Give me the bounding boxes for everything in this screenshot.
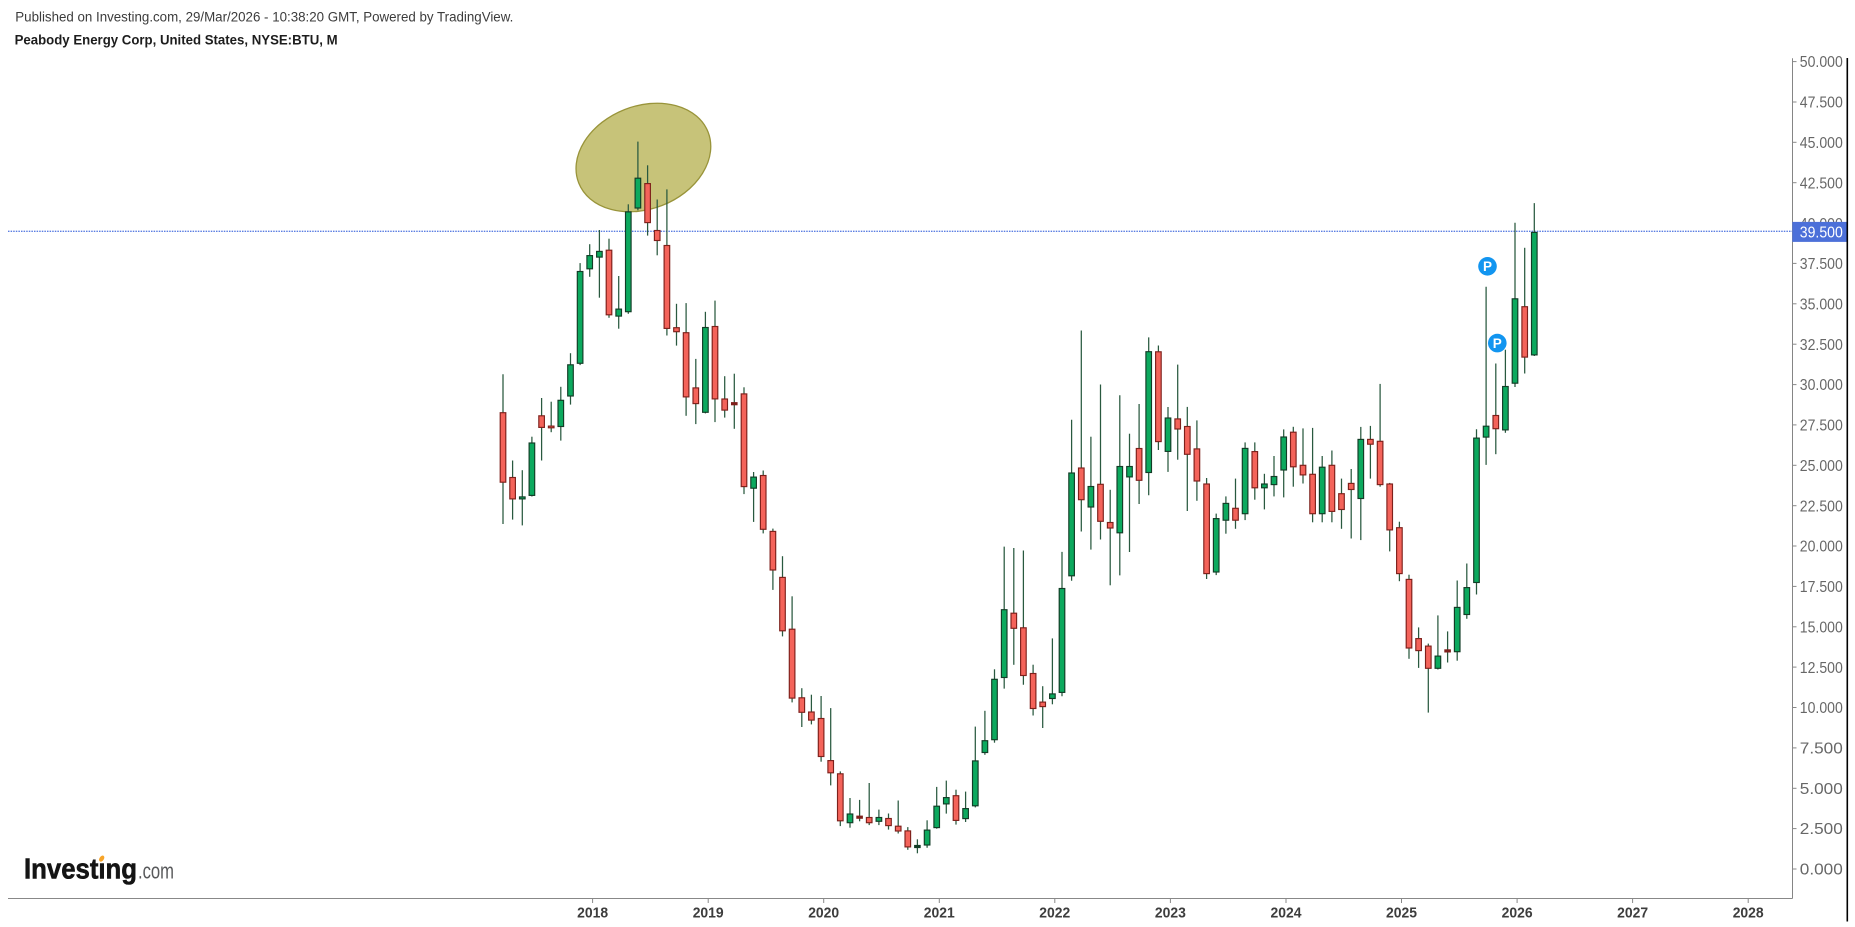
svg-text:0.000: 0.000 <box>1800 862 1843 879</box>
svg-text:2027: 2027 <box>1617 905 1648 922</box>
svg-text:2023: 2023 <box>1155 905 1186 922</box>
svg-text:20.000: 20.000 <box>1800 539 1843 556</box>
svg-text:2019: 2019 <box>693 905 724 922</box>
svg-text:2018: 2018 <box>577 905 608 922</box>
svg-text:42.500: 42.500 <box>1800 175 1843 192</box>
svg-text:22.500: 22.500 <box>1800 498 1843 515</box>
svg-text:32.500: 32.500 <box>1800 337 1843 354</box>
svg-text:P: P <box>1483 259 1492 274</box>
svg-text:2020: 2020 <box>808 905 839 922</box>
svg-text:27.500: 27.500 <box>1800 418 1843 435</box>
svg-text:37.500: 37.500 <box>1800 256 1843 273</box>
svg-text:30.000: 30.000 <box>1800 377 1843 394</box>
svg-text:45.000: 45.000 <box>1800 135 1843 152</box>
svg-text:Peabody Energy Corp, United St: Peabody Energy Corp, United States, NYSE… <box>15 32 338 47</box>
svg-text:2025: 2025 <box>1386 905 1417 922</box>
svg-text:.com: .com <box>138 859 174 884</box>
svg-text:2.500: 2.500 <box>1800 821 1843 838</box>
svg-text:2022: 2022 <box>1039 905 1070 922</box>
svg-text:47.500: 47.500 <box>1800 95 1843 112</box>
svg-text:2021: 2021 <box>924 905 955 922</box>
svg-text:Investıng: Investıng <box>24 854 137 886</box>
svg-text:2024: 2024 <box>1271 905 1303 922</box>
svg-text:50.000: 50.000 <box>1800 54 1843 71</box>
svg-text:2026: 2026 <box>1502 905 1533 922</box>
svg-text:15.000: 15.000 <box>1800 619 1843 636</box>
svg-text:5.000: 5.000 <box>1800 781 1843 798</box>
svg-text:12.500: 12.500 <box>1800 660 1843 677</box>
svg-text:25.000: 25.000 <box>1800 458 1843 475</box>
svg-text:Published on Investing.com, 29: Published on Investing.com, 29/Mar/2026 … <box>15 10 513 26</box>
svg-text:35.000: 35.000 <box>1800 296 1843 313</box>
svg-text:17.500: 17.500 <box>1800 579 1843 596</box>
svg-text:P: P <box>1493 336 1502 351</box>
svg-text:2028: 2028 <box>1733 905 1764 922</box>
svg-text:7.500: 7.500 <box>1800 741 1843 758</box>
svg-text:39.500: 39.500 <box>1800 225 1843 242</box>
svg-text:10.000: 10.000 <box>1800 700 1843 717</box>
